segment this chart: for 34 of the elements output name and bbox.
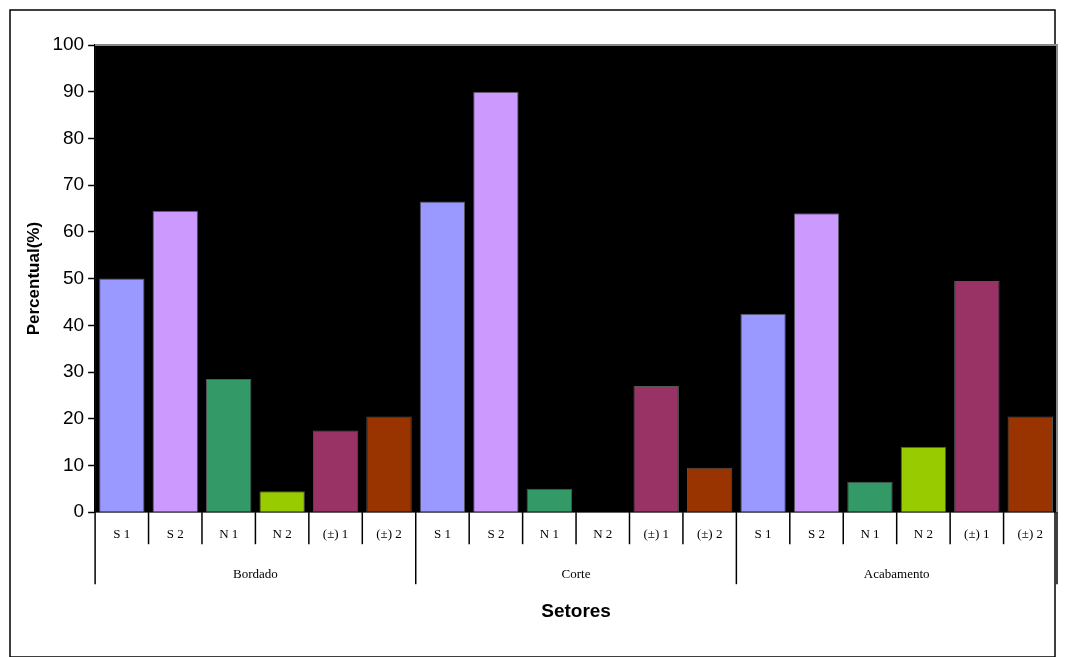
y-axis-title: Percentual(%) — [23, 221, 43, 336]
series-label: N 2 — [272, 525, 292, 541]
y-tick-label: 20 — [62, 406, 85, 428]
text: N 2 — [593, 525, 613, 541]
text: S 1 — [433, 525, 451, 541]
x-axis-title: Setores — [541, 599, 611, 621]
series-label: S 2 — [166, 525, 184, 541]
y-tick-label: 10 — [62, 453, 85, 475]
text: (±) 1 — [964, 525, 990, 541]
text: (±) 2 — [696, 525, 723, 541]
text: N 1 — [539, 525, 559, 541]
series-label: N 1 — [219, 525, 239, 541]
y-tick-label: 80 — [62, 126, 85, 148]
text: (±) 2 — [1017, 525, 1044, 541]
series-label: (±) 1 — [322, 525, 349, 541]
x-tick-label: Acabamento — [863, 565, 930, 581]
text: S 2 — [808, 525, 826, 541]
y-tick-label: 70 — [62, 173, 85, 195]
y-tick-label: 50 — [62, 266, 85, 288]
y-tick-label: 30 — [62, 360, 85, 382]
text: S 1 — [754, 525, 772, 541]
text: N 2 — [913, 525, 933, 541]
y-tick-label: 40 — [62, 313, 85, 335]
text: N 1 — [860, 525, 880, 541]
y-tick-label: 0 — [73, 500, 85, 522]
text: (±) 1 — [643, 525, 669, 541]
y-tick-label: 90 — [62, 79, 85, 101]
x-tick-label: Bordado — [233, 565, 278, 581]
x-tick-label: Corte — [561, 565, 591, 581]
y-tick-label: 60 — [62, 220, 85, 242]
y-tick-label: 100 — [52, 33, 85, 55]
series-label: (±) 2 — [376, 525, 402, 541]
text: S 2 — [487, 525, 505, 541]
series-label: S 1 — [113, 525, 131, 541]
